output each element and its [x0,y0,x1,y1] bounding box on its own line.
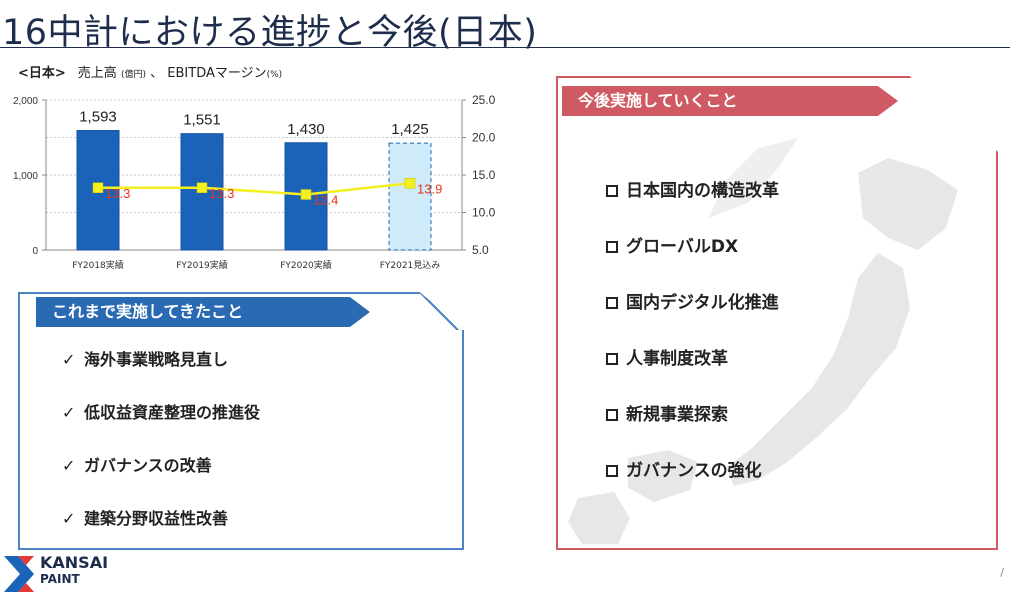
ebitda-value-label: 12.4 [313,193,338,208]
chart-header: <日本> 売上高 (億円) 、 EBITDAマージン(%) [18,62,282,81]
square-bullet-icon [606,297,618,309]
chart-metric1: 売上高 [77,66,117,81]
page-number: / [1000,566,1004,579]
check-icon: ✓ [62,350,76,369]
list-item: 新規事業探索 [606,400,779,456]
list-item: 日本国内の構造改革 [606,176,779,232]
done-item-label: ガバナンスの改善 [84,456,212,475]
todo-item-label: 人事制度改革 [626,349,728,369]
todo-heading: 今後実施していくこと [562,86,898,116]
chart-unit2: (%) [266,70,283,80]
square-bullet-icon [606,465,618,477]
todo-item-label: グローバルDX [626,237,739,257]
page-title: 16中計における進捗と今後(日本) [2,13,538,53]
list-item: ✓ 海外事業戦略見直し [62,346,260,399]
x-tick-label: FY2020実績 [280,259,332,271]
bar-value-label: 1,551 [183,112,221,129]
done-box [18,292,464,550]
x-tick-label: FY2018実績 [72,259,124,271]
ebitda-point [300,189,312,200]
ebitda-point [196,182,208,193]
japan-map-icon [568,138,958,544]
done-item-label: 建築分野収益性改善 [84,509,229,528]
ebitda-point [404,178,416,189]
y-left-tick-label: 1,000 [13,171,38,182]
list-item: 国内デジタル化推進 [606,288,779,344]
bar-value-label: 1,425 [391,121,429,138]
x-tick-label: FY2021見込み [380,260,441,271]
y-left-tick-label: 2,000 [13,96,38,107]
square-bullet-icon [606,409,618,421]
done-list: ✓ 海外事業戦略見直し ✓ 低収益資産整理の推進役 ✓ ガバナンスの改善 ✓ 建築分野収… [62,346,260,558]
chart-region-label: <日本> [18,66,66,81]
square-bullet-icon [606,241,618,253]
todo-box [556,76,998,550]
y-left-tick-label: 0 [32,246,38,257]
x-tick-label: FY2019実績 [176,259,228,271]
list-item: ✓ 低収益資産整理の推進役 [62,399,260,452]
todo-item-label: 国内デジタル化推進 [626,293,779,313]
list-item: グローバルDX [606,232,779,288]
y-right-tick-label: 15.0 [472,168,496,182]
list-item: ✓ 建築分野収益性改善 [62,505,260,558]
y-right-tick-label: 25.0 [472,93,496,107]
logo-name: KANSAI [40,553,109,572]
done-item-label: 低収益資産整理の推進役 [84,403,261,422]
todo-item-label: ガバナンスの強化 [626,461,762,481]
chart-metric2: EBITDAマージン [167,66,267,81]
square-bullet-icon [606,185,618,197]
sales-ebitda-chart: 0 1,000 2,000 5.0 10.0 15.0 20.0 25.0 1,593 FY201… [13,93,496,271]
list-item: ✓ ガバナンスの改善 [62,452,260,505]
ebitda-value-label: 13.3 [209,186,234,201]
check-icon: ✓ [62,456,76,475]
ebitda-point [92,182,104,193]
ebitda-value-label: 13.3 [105,186,130,201]
done-heading: これまで実施してきたこと [36,297,370,327]
ebitda-line [98,182,411,196]
check-icon: ✓ [62,403,76,422]
list-item: ガバナンスの強化 [606,456,779,512]
title-divider [0,47,1010,48]
done-item-label: 海外事業戦略見直し [84,350,229,369]
list-item: 人事制度改革 [606,344,779,400]
ebitda-value-label: 13.9 [417,181,442,196]
todo-item-label: 新規事業探索 [626,405,728,425]
bar-value-label: 1,593 [79,109,117,126]
bar [388,142,432,251]
y-right-tick-label: 10.0 [472,206,496,220]
chart-unit1: (億円) [120,70,146,80]
chart-sep: 、 [150,66,164,81]
y-right-tick-label: 20.0 [472,131,496,145]
logo-sub: PAINT [40,572,80,586]
bar-value-label: 1,430 [287,121,325,138]
kansai-logo-icon [4,556,34,592]
todo-list: 日本国内の構造改革 グローバルDX 国内デジタル化推進 人事制度改革 新規事業探… [606,176,779,512]
todo-item-label: 日本国内の構造改革 [626,181,779,201]
y-right-tick-label: 5.0 [472,243,489,257]
check-icon: ✓ [62,509,76,528]
square-bullet-icon [606,353,618,365]
